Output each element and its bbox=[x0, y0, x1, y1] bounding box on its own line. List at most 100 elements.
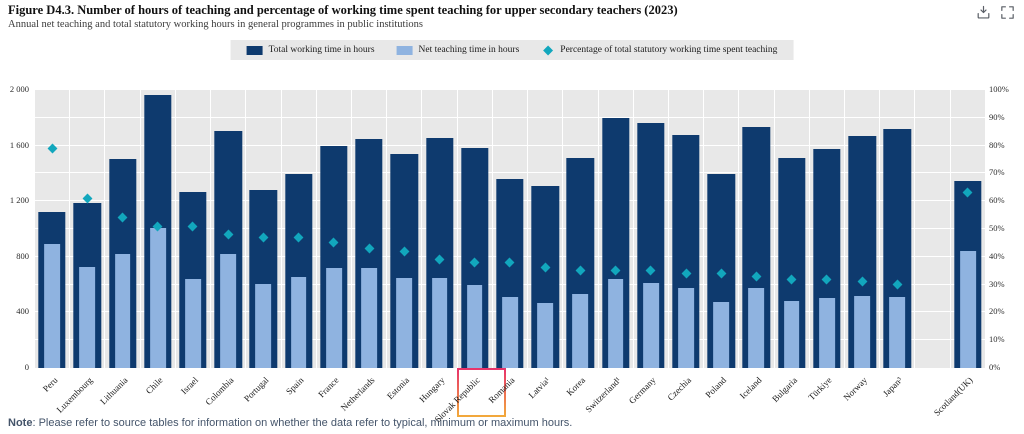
country-label[interactable]: Hungary bbox=[417, 375, 447, 405]
net-teaching-time-bar[interactable] bbox=[431, 278, 448, 368]
net-teaching-time-bar[interactable] bbox=[220, 254, 237, 368]
net-teaching-time-bar[interactable] bbox=[959, 250, 976, 368]
net-teaching-time-bar[interactable] bbox=[255, 284, 272, 368]
y-axis-right-tick: 20% bbox=[989, 306, 1005, 317]
legend-item-1[interactable]: Net teaching time in hours bbox=[396, 45, 519, 55]
chart-legend: Total working time in hours Net teaching … bbox=[230, 40, 794, 60]
country-label[interactable]: Switzerland¹ bbox=[583, 375, 623, 415]
country-slot-netherlands: Netherlands bbox=[338, 90, 386, 413]
country-label[interactable]: Bulgaria bbox=[769, 375, 799, 404]
legend-label: Total working time in hours bbox=[268, 45, 375, 55]
net-teaching-time-bar[interactable] bbox=[537, 302, 554, 368]
net-teaching-time-bar[interactable] bbox=[572, 293, 589, 368]
country-label[interactable]: Poland bbox=[703, 375, 729, 400]
gridline bbox=[35, 116, 985, 118]
y-axis-left-tick: 2 000 bbox=[9, 84, 29, 94]
net-teaching-time-bar[interactable] bbox=[79, 266, 96, 368]
legend-item-2[interactable]: Percentage of total statutory working ti… bbox=[541, 45, 777, 55]
bar-slots: Peru Luxembourg Lithuania Chile Israel Colomb… bbox=[35, 90, 985, 424]
country-slot-latvia: Latvia¹ bbox=[527, 90, 562, 400]
plot-area: Peru Luxembourg Lithuania Chile Israel Colomb… bbox=[35, 89, 985, 424]
net-teaching-time-bar[interactable] bbox=[114, 254, 131, 368]
net-teaching-time-bar[interactable] bbox=[396, 277, 413, 368]
country-slot-israel: Israel bbox=[174, 90, 210, 396]
highlight-box bbox=[456, 368, 506, 417]
country-label[interactable]: Iceland bbox=[737, 375, 764, 401]
y-axis-right-tick: 40% bbox=[989, 250, 1005, 261]
legend-item-0[interactable]: Total working time in hours bbox=[246, 45, 375, 55]
country-label[interactable]: Türkiye bbox=[806, 375, 834, 403]
separator-slot bbox=[914, 90, 949, 368]
country-label[interactable]: Colombia bbox=[203, 375, 236, 408]
net-teaching-time-bar[interactable] bbox=[466, 284, 483, 368]
country-label[interactable]: Norway bbox=[841, 375, 870, 403]
country-label[interactable]: Netherlands bbox=[338, 375, 377, 413]
country-label[interactable]: Latvia¹ bbox=[527, 375, 553, 401]
country-label[interactable]: Spain bbox=[284, 375, 306, 397]
net-teaching-time-bar[interactable] bbox=[502, 296, 518, 368]
y-axis-left-tick: 1 200 bbox=[9, 195, 29, 206]
country-slot-switzerland: Switzerland¹ bbox=[583, 90, 633, 414]
country-slot-lithuania: Lithuania bbox=[98, 90, 139, 406]
country-slot-bulgaria: Bulgaria bbox=[770, 90, 809, 404]
country-slot-poland: Poland bbox=[703, 90, 738, 400]
net-teaching-time-bar[interactable] bbox=[325, 267, 342, 368]
net-teaching-time-bar[interactable] bbox=[819, 298, 835, 368]
country-label[interactable]: Luxembourg bbox=[54, 375, 95, 415]
y-axis-right-tick: 60% bbox=[989, 195, 1005, 206]
country-label[interactable]: Peru bbox=[40, 375, 60, 394]
country-slot-chile: Chile bbox=[139, 90, 175, 396]
legend-square-swatch bbox=[396, 45, 413, 55]
net-teaching-time-bar[interactable] bbox=[642, 282, 659, 368]
country-label[interactable]: Portugal bbox=[241, 375, 271, 404]
country-label[interactable]: Lithuania bbox=[98, 375, 130, 407]
country-slot-romania: Romania bbox=[456, 90, 527, 417]
net-teaching-time-bar[interactable] bbox=[854, 295, 871, 368]
country-slot-germany: Germany bbox=[627, 90, 668, 406]
net-teaching-time-bar[interactable] bbox=[678, 288, 694, 368]
y-axis-left-tick: 800 bbox=[16, 250, 29, 261]
country-label[interactable]: Japan³ bbox=[880, 375, 905, 399]
net-teaching-time-bar[interactable] bbox=[889, 297, 906, 368]
country-label[interactable]: France bbox=[316, 375, 341, 400]
y-axis-left-tick: 1 600 bbox=[9, 139, 29, 150]
net-teaching-time-bar[interactable] bbox=[290, 276, 307, 368]
country-label[interactable]: Czechia bbox=[665, 375, 694, 403]
note-text: : Please refer to source tables for info… bbox=[32, 417, 573, 429]
net-teaching-time-bar[interactable] bbox=[149, 228, 166, 368]
figure-title: Figure D4.3. Number of hours of teaching… bbox=[8, 3, 678, 17]
net-teaching-time-bar[interactable] bbox=[185, 279, 201, 368]
gridline bbox=[35, 89, 985, 90]
note-label: Note bbox=[8, 417, 33, 429]
legend-square-swatch bbox=[246, 45, 263, 55]
y-axis-right-tick: 70% bbox=[989, 167, 1005, 178]
country-slot-japan: Japan³ bbox=[879, 90, 914, 398]
net-teaching-time-bar[interactable] bbox=[783, 301, 800, 368]
percentage-marker[interactable] bbox=[47, 143, 58, 154]
net-teaching-time-bar[interactable] bbox=[713, 302, 730, 368]
country-slot-luxembourg: Luxembourg bbox=[55, 90, 104, 415]
country-slot-estonia: Estonia bbox=[385, 90, 421, 401]
country-label[interactable]: Israel bbox=[178, 375, 201, 397]
net-teaching-time-bar[interactable] bbox=[361, 268, 377, 368]
country-label[interactable]: Chile bbox=[143, 375, 165, 396]
net-teaching-time-bar[interactable] bbox=[44, 244, 60, 368]
country-slot-colombia: Colombia bbox=[203, 90, 245, 407]
country-label[interactable]: Estonia bbox=[385, 375, 412, 402]
country-slot-korea: Korea bbox=[562, 90, 597, 398]
country-slot-iceland: Iceland bbox=[738, 90, 773, 401]
country-label[interactable]: Germany bbox=[627, 375, 658, 406]
country-label[interactable]: Korea bbox=[564, 375, 588, 398]
y-axis-right-tick: 30% bbox=[989, 278, 1005, 289]
download-icon[interactable] bbox=[975, 4, 992, 21]
net-teaching-time-bar[interactable] bbox=[607, 279, 624, 368]
country-slot-peru: Peru bbox=[35, 90, 69, 394]
country-slot-slovakrepublic: Slovak Republic bbox=[432, 90, 492, 424]
fullscreen-icon[interactable] bbox=[999, 4, 1016, 21]
figure-note: Note: Please refer to source tables for … bbox=[8, 417, 572, 429]
y-axis-right-tick: 50% bbox=[989, 223, 1005, 233]
country-label[interactable]: Scotland(UK) bbox=[932, 375, 975, 418]
country-slot-norway: Norway bbox=[842, 90, 879, 403]
net-teaching-time-bar[interactable] bbox=[748, 287, 765, 368]
